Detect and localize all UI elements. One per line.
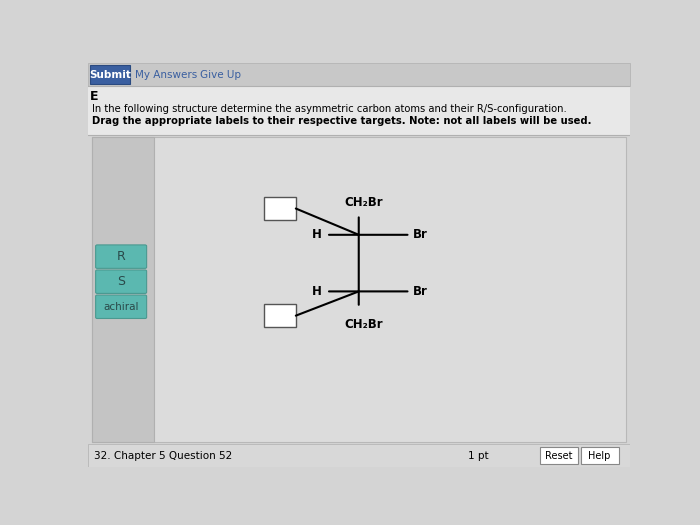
FancyBboxPatch shape [88,444,630,467]
Text: Br: Br [413,228,428,242]
Text: In the following structure determine the asymmetric carbon atoms and their R/S-c: In the following structure determine the… [92,103,566,114]
FancyBboxPatch shape [540,447,578,465]
FancyBboxPatch shape [580,447,619,465]
Text: achiral: achiral [104,302,139,312]
Text: E: E [90,90,99,103]
Text: Drag the appropriate labels to their respective targets. Note: not all labels wi: Drag the appropriate labels to their res… [92,116,592,126]
Text: Submit: Submit [89,70,131,80]
Text: Br: Br [413,285,428,298]
FancyBboxPatch shape [96,270,146,293]
Text: CH₂Br: CH₂Br [345,195,384,208]
FancyBboxPatch shape [90,65,130,85]
FancyBboxPatch shape [96,245,146,268]
Text: H: H [312,285,322,298]
Text: CH₂Br: CH₂Br [345,318,384,331]
Text: My Answers: My Answers [135,70,197,80]
Text: 32. Chapter 5 Question 52: 32. Chapter 5 Question 52 [94,450,232,460]
Text: H: H [312,228,322,242]
FancyBboxPatch shape [264,197,296,220]
FancyBboxPatch shape [92,137,154,442]
FancyBboxPatch shape [88,63,630,87]
FancyBboxPatch shape [96,295,146,319]
FancyBboxPatch shape [92,137,626,442]
Text: 1 pt: 1 pt [468,450,489,460]
Text: Reset: Reset [545,450,573,460]
Text: S: S [117,275,125,288]
Text: Give Up: Give Up [200,70,241,80]
Text: Help: Help [589,450,611,460]
Text: R: R [117,250,125,263]
FancyBboxPatch shape [264,304,296,327]
FancyBboxPatch shape [88,87,630,135]
